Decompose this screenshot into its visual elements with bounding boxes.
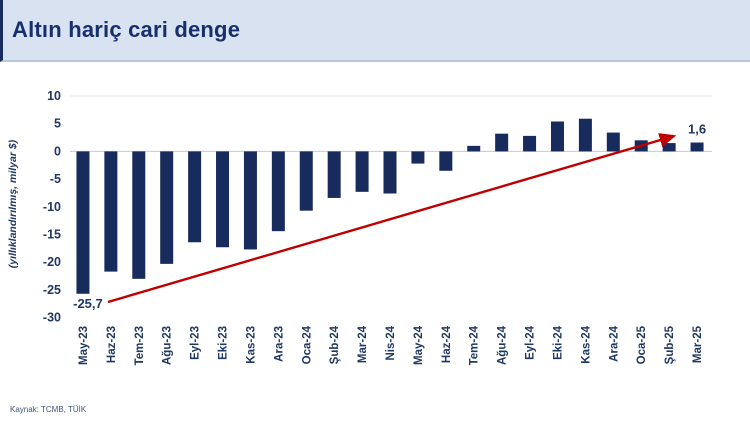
- data-label-Mar-25: 1,6: [688, 122, 706, 137]
- x-tick-label: Kas-23: [245, 326, 257, 364]
- bar-Haz-23: [104, 151, 118, 272]
- x-tick-label: Tem-23: [134, 326, 146, 365]
- bar-Ağu-24: [495, 133, 509, 152]
- bar-Mar-24: [355, 151, 369, 192]
- bar-Mar-25: [690, 142, 704, 152]
- x-tick-label: Eyl-24: [525, 325, 537, 359]
- x-tick-label: Mar-25: [692, 325, 704, 363]
- data-label-May-23: -25,7: [73, 296, 103, 311]
- bar-Şub-25: [662, 143, 676, 152]
- bar-Tem-23: [132, 151, 146, 279]
- bar-Ağu-23: [160, 151, 174, 264]
- y-tick-label: -25: [43, 283, 61, 297]
- y-tick-label: 10: [47, 89, 61, 103]
- x-tick-label: Tem-24: [469, 325, 481, 365]
- y-tick-label: -20: [43, 255, 61, 269]
- x-tick-label: Ağu-23: [162, 326, 174, 365]
- bar-May-23: [76, 151, 90, 294]
- x-tick-label: Kas-24: [580, 325, 592, 363]
- x-tick-label: May-24: [413, 325, 425, 365]
- x-tick-label: Ağu-24: [497, 325, 509, 365]
- y-tick-label: 0: [54, 144, 61, 158]
- x-tick-label: Eki-24: [552, 325, 564, 359]
- y-tick-label: -30: [43, 311, 61, 325]
- x-tick-label: Oca-24: [301, 325, 313, 364]
- source-note: Kaynak: TCMB, TÜİK: [10, 405, 87, 414]
- x-tick-label: Ara-24: [608, 325, 620, 361]
- chart-area: 10 5 0 -5 -10 -15 -20 -25 -30 (yıllıklandırılmış,…: [0, 64, 750, 394]
- bar-Şub-24: [327, 151, 341, 198]
- bar-Eyl-24: [523, 135, 537, 152]
- bar-May-24: [411, 151, 425, 164]
- x-tick-label: Haz-24: [441, 325, 453, 363]
- y-axis-title: (yıllıklandırılmış, milyar $): [7, 139, 19, 268]
- x-tick-label: Eyl-23: [190, 326, 202, 360]
- bar-Ara-24: [606, 132, 620, 152]
- bar-Nis-24: [383, 151, 397, 194]
- x-tick-label: Oca-25: [636, 325, 648, 364]
- page-title: Altın hariç cari denge: [12, 17, 241, 42]
- bar-Oca-24: [299, 151, 313, 211]
- x-tick-label: Nis-24: [385, 325, 397, 360]
- x-tick-label: Ara-23: [273, 326, 285, 362]
- y-tick-label: -15: [43, 228, 61, 242]
- x-tick-label: Şub-24: [329, 325, 341, 364]
- bar-Tem-24: [467, 145, 481, 152]
- bar-Kas-24: [578, 118, 592, 152]
- bar-Ara-23: [271, 151, 285, 232]
- x-tick-label: May-23: [78, 326, 90, 365]
- y-tick-label: 5: [54, 117, 61, 131]
- bar-Eki-24: [550, 121, 564, 152]
- bar-Haz-24: [439, 151, 453, 171]
- trend-arrow: [107, 133, 677, 304]
- y-tick-label: -5: [50, 172, 61, 186]
- x-tick-label: Şub-25: [664, 325, 676, 364]
- x-tick-label: Haz-23: [106, 326, 118, 363]
- x-tick-label: Mar-24: [357, 325, 369, 363]
- bar-Eki-23: [216, 151, 230, 248]
- y-tick-label: -10: [43, 200, 61, 214]
- bar-Kas-23: [243, 151, 257, 250]
- x-tick-label: Eki-23: [218, 326, 230, 360]
- header: Altın hariç cari denge: [0, 0, 750, 62]
- bar-chart: 10 5 0 -5 -10 -15 -20 -25 -30 (yıllıklandırılmış,…: [7, 89, 712, 365]
- bar-Eyl-23: [188, 151, 202, 243]
